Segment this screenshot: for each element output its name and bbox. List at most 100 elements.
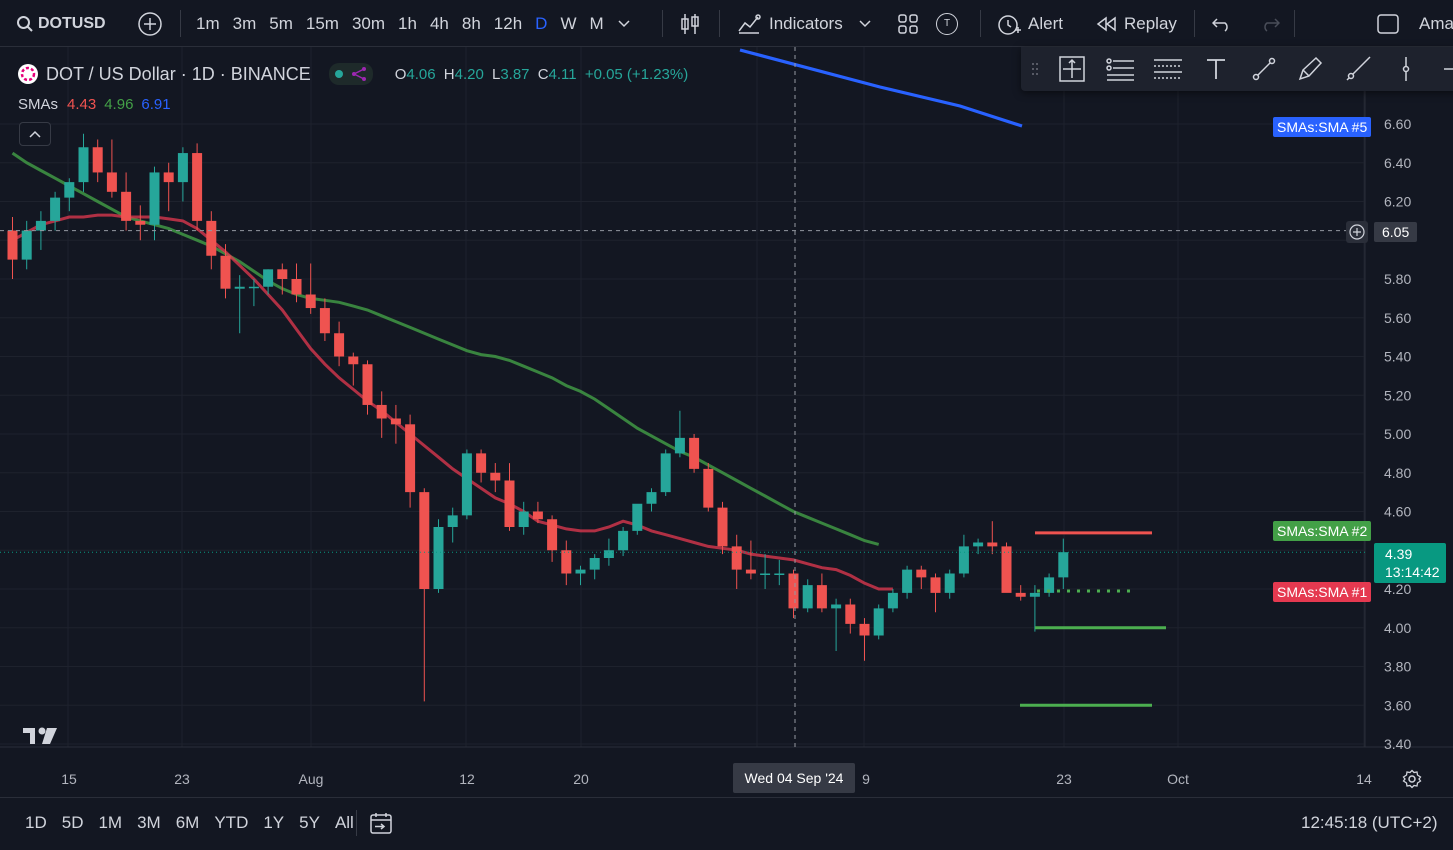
add-alert-icon[interactable] bbox=[1346, 221, 1368, 243]
symbol-search[interactable]: DOTUSD bbox=[16, 0, 106, 47]
polkadot-logo bbox=[18, 64, 38, 84]
tradingview-logo-icon bbox=[23, 727, 57, 744]
price-tick-label: 4.80 bbox=[1384, 465, 1411, 481]
trendline-tool[interactable] bbox=[1249, 55, 1279, 83]
add-icon bbox=[138, 11, 162, 36]
interval-w[interactable]: W bbox=[560, 13, 577, 33]
interval-8h[interactable]: 8h bbox=[461, 13, 481, 33]
measure-tool[interactable] bbox=[1057, 55, 1087, 83]
interval-12h[interactable]: 12h bbox=[493, 13, 523, 33]
gear-icon bbox=[1402, 769, 1422, 789]
bar-countdown: 13:14:42 bbox=[1385, 564, 1440, 580]
indicators-button[interactable]: Indicators bbox=[737, 0, 871, 47]
tradingview-logo[interactable] bbox=[21, 724, 61, 751]
interval-1h[interactable]: 1h bbox=[398, 13, 417, 33]
replay-button[interactable]: Replay bbox=[1096, 0, 1177, 47]
interval-30m[interactable]: 30m bbox=[351, 13, 386, 33]
price-tick-label: 5.20 bbox=[1384, 387, 1411, 403]
candle-body bbox=[916, 569, 927, 578]
candle-body bbox=[64, 182, 75, 198]
compare-button[interactable] bbox=[137, 0, 163, 47]
drag-handle[interactable] bbox=[1025, 55, 1045, 83]
candle-body bbox=[319, 308, 330, 334]
fib-tool[interactable] bbox=[1105, 55, 1135, 83]
lines-tool[interactable] bbox=[1153, 55, 1183, 83]
interval-m[interactable]: M bbox=[589, 13, 604, 33]
layout-button[interactable] bbox=[1377, 0, 1399, 47]
candle-body bbox=[731, 546, 742, 570]
price-tick-label: 3.80 bbox=[1384, 659, 1411, 675]
alert-button[interactable]: Alert bbox=[996, 0, 1063, 47]
price-chart[interactable]: 6.60 6.40 6.20 5.80 5.60 5.40 5.20 5.00 4.80 4.60… bbox=[0, 47, 1453, 797]
undo-button[interactable] bbox=[1212, 0, 1232, 47]
bottom-toolbar: 1D 5D 1M 3M 6M YTD 1Y 5Y All 12:45:18 (U… bbox=[0, 797, 1453, 850]
user-avatar[interactable]: T bbox=[936, 0, 958, 47]
market-status[interactable] bbox=[328, 63, 373, 85]
range-all[interactable]: All bbox=[334, 813, 354, 832]
interval-4h[interactable]: 4h bbox=[429, 13, 449, 33]
vertical-line-icon bbox=[1402, 57, 1410, 81]
templates-button[interactable] bbox=[897, 0, 919, 47]
layout-name[interactable]: Ama bbox=[1419, 13, 1453, 33]
low-key: L bbox=[491, 65, 501, 83]
candle-body bbox=[575, 569, 586, 574]
market-open-dot bbox=[334, 70, 343, 78]
time-tick-label: 20 bbox=[573, 771, 589, 787]
redo-button[interactable] bbox=[1260, 0, 1280, 47]
range-5y[interactable]: 5Y bbox=[299, 813, 320, 832]
vertical-line-tool[interactable] bbox=[1391, 55, 1421, 83]
range-5d[interactable]: 5D bbox=[61, 813, 84, 832]
candle-body bbox=[788, 573, 799, 609]
candle-body bbox=[447, 515, 458, 527]
chevron-down-icon[interactable] bbox=[859, 19, 871, 28]
interval-15m[interactable]: 15m bbox=[305, 13, 339, 33]
sma-legend[interactable]: SMAs 4.43 4.96 6.91 bbox=[18, 94, 171, 114]
horizontal-ray-tool[interactable] bbox=[1431, 55, 1453, 83]
interval-3m[interactable]: 3m bbox=[232, 13, 257, 33]
interval-d[interactable]: D bbox=[535, 13, 548, 33]
price-tick-label: 6.40 bbox=[1384, 155, 1411, 171]
sma-lines bbox=[11, 48, 1023, 591]
candle-body bbox=[305, 294, 316, 309]
axis-settings-button[interactable] bbox=[1402, 769, 1422, 794]
sma1-axis-tag: SMAs:SMA #1 bbox=[1273, 582, 1372, 602]
candles bbox=[7, 133, 1069, 702]
candle-body bbox=[405, 424, 416, 493]
candle-body bbox=[1015, 592, 1026, 597]
goto-date-button[interactable] bbox=[369, 798, 393, 848]
collapse-legend-button[interactable] bbox=[19, 122, 51, 146]
range-3m[interactable]: 3M bbox=[137, 813, 161, 832]
candle-body bbox=[206, 220, 217, 256]
interval-1m[interactable]: 1m bbox=[196, 13, 220, 33]
symbol-title[interactable]: DOT / US Dollar · 1D · BINANCE bbox=[46, 63, 311, 84]
range-1m[interactable]: 1M bbox=[98, 813, 123, 832]
range-ytd[interactable]: YTD bbox=[214, 813, 249, 832]
price-tick-label: 3.60 bbox=[1384, 697, 1411, 713]
drawings bbox=[0, 47, 1365, 747]
candle-body bbox=[1058, 552, 1069, 578]
clock[interactable]: 12:45:18 (UTC+2) bbox=[1301, 813, 1438, 832]
candle-body bbox=[362, 364, 373, 405]
candle-body bbox=[476, 453, 487, 473]
range-1d[interactable]: 1D bbox=[25, 813, 47, 832]
ray-tool[interactable] bbox=[1343, 55, 1373, 83]
drag-dots-icon bbox=[1032, 63, 1038, 75]
candle-body bbox=[902, 569, 913, 593]
candle-body bbox=[1029, 592, 1040, 597]
price-tick-label: 5.80 bbox=[1384, 271, 1411, 287]
interval-5m[interactable]: 5m bbox=[269, 13, 293, 33]
range-6m[interactable]: 6M bbox=[175, 813, 200, 832]
time-tick-label: 14 bbox=[1356, 771, 1372, 787]
redo-icon bbox=[1264, 17, 1280, 32]
chart-type-button[interactable] bbox=[679, 0, 701, 47]
candle-body bbox=[603, 550, 614, 558]
last-price: 4.39 bbox=[1385, 546, 1413, 562]
candle-body bbox=[504, 480, 515, 527]
candle-body bbox=[703, 468, 714, 508]
text-tool[interactable] bbox=[1201, 55, 1231, 83]
chevron-down-icon[interactable] bbox=[618, 19, 630, 28]
range-1y[interactable]: 1Y bbox=[263, 813, 285, 832]
candle-body bbox=[930, 577, 941, 593]
brush-tool[interactable] bbox=[1295, 55, 1325, 83]
divider bbox=[980, 10, 981, 37]
